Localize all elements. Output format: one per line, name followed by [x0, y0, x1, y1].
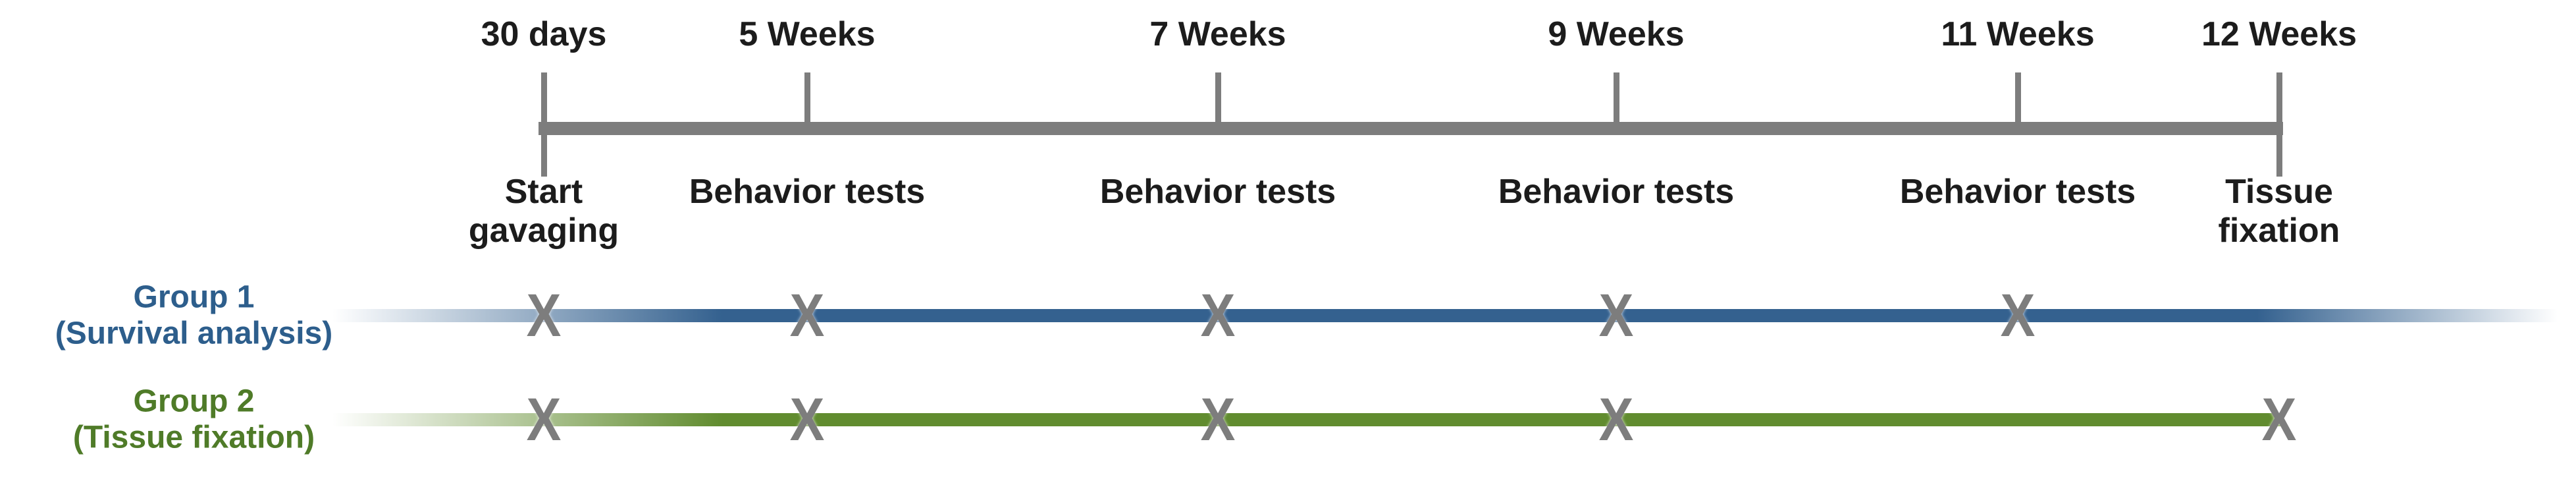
- event-label-line: Behavior tests: [1899, 173, 2136, 211]
- group2-label: Group 2 (Tissue fixation): [1, 383, 386, 455]
- timepoint-label: 11 Weeks: [1941, 15, 2095, 53]
- timepoint-label: 7 Weeks: [1149, 15, 1286, 53]
- event-label-line: Behavior tests: [1498, 173, 1735, 211]
- timepoint-marker: X: [2000, 282, 2036, 349]
- timepoint-label: 12 Weeks: [2201, 15, 2357, 53]
- timeline-tick: [1215, 72, 1221, 135]
- group2-subtitle: (Tissue fixation): [72, 420, 315, 455]
- timepoint-marker: X: [1598, 282, 1634, 349]
- event-label-line: gavaging: [468, 211, 619, 250]
- timepoint-marker: X: [789, 282, 825, 349]
- group1-label: Group 1 (Survival analysis): [1, 279, 386, 351]
- event-label: Behavior tests: [1066, 173, 1369, 212]
- timeline-tick: [540, 72, 547, 177]
- timepoint-marker: X: [2261, 386, 2297, 453]
- timeline-tick: [2276, 72, 2282, 177]
- timepoint-marker: X: [526, 282, 562, 349]
- event-label-line: fixation: [2218, 211, 2340, 250]
- group1-line: [332, 309, 2558, 322]
- timepoint-marker: X: [1598, 386, 1634, 453]
- timepoint-label: 30 days: [481, 15, 607, 53]
- event-label: Behavior tests: [1465, 173, 1768, 212]
- timepoint-label: 5 Weeks: [739, 15, 876, 53]
- timeline-tick: [804, 72, 810, 135]
- timeline-tick: [2014, 72, 2021, 135]
- event-label-line: Behavior tests: [689, 173, 926, 211]
- event-label: Behavior tests: [1866, 173, 2169, 212]
- group1-subtitle: (Survival analysis): [55, 316, 333, 351]
- event-label: Behavior tests: [656, 173, 959, 212]
- event-label-line: Start: [504, 173, 583, 211]
- timepoint-marker: X: [526, 386, 562, 453]
- timepoint-label: 9 Weeks: [1548, 15, 1685, 53]
- group1-name: Group 1: [133, 279, 255, 315]
- event-label: Tissue fixation: [2128, 173, 2431, 250]
- group2-name: Group 2: [133, 383, 255, 419]
- timeline-tick: [1613, 72, 1619, 135]
- group2-line: [332, 413, 2281, 426]
- timepoint-marker: X: [1200, 386, 1236, 453]
- timepoint-marker: X: [1200, 282, 1236, 349]
- event-label-line: Behavior tests: [1099, 173, 1336, 211]
- timepoint-marker: X: [789, 386, 825, 453]
- event-label: Start gavaging: [392, 173, 695, 250]
- timeline-bar: [539, 122, 2283, 135]
- event-label-line: Tissue: [2225, 173, 2333, 211]
